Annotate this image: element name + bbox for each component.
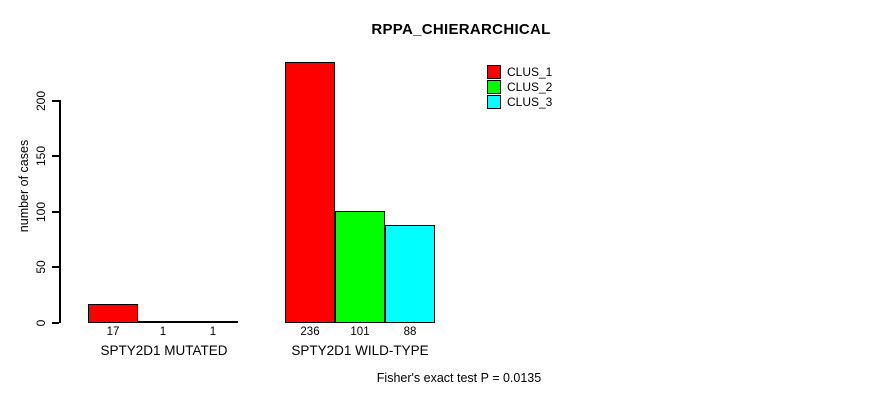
chart-title: RPPA_CHIERARCHICAL	[371, 21, 551, 38]
y-tick-mark	[52, 321, 59, 324]
fisher-test-note: Fisher's exact test P = 0.0135	[376, 371, 542, 385]
bar-clus_1-1	[88, 304, 138, 323]
legend: CLUS_1 CLUS_2 CLUS_3	[487, 64, 552, 109]
bar-clus_3-1	[188, 321, 238, 323]
legend-label: CLUS_3	[507, 94, 553, 109]
y-tick-mark	[52, 266, 59, 269]
bar-value-label: 101	[350, 326, 370, 338]
legend-swatch-clus_1	[487, 64, 501, 79]
bar-clus_3-2	[385, 225, 435, 323]
bar-clus_2-2	[335, 211, 385, 323]
y-tick-mark	[52, 155, 59, 158]
y-tick-label: 150	[34, 146, 48, 167]
bar-clus_1-2	[285, 62, 335, 323]
bar-value-label: 236	[300, 326, 320, 338]
legend-row: CLUS_1	[487, 64, 552, 79]
y-axis-line	[59, 100, 61, 323]
y-tick-label: 0	[34, 319, 48, 326]
legend-row: CLUS_3	[487, 94, 552, 109]
y-tick-label: 200	[34, 90, 48, 111]
legend-swatch-clus_2	[487, 79, 501, 94]
bar-value-label: 1	[159, 326, 167, 338]
legend-label: CLUS_2	[507, 79, 553, 94]
y-tick-label: 100	[34, 201, 48, 222]
bar-value-label: 1	[209, 326, 217, 338]
bar-value-label: 88	[403, 326, 417, 338]
x-category-label: SPTY2D1 MUTATED	[100, 343, 228, 358]
bar-value-label: 17	[106, 326, 120, 338]
y-tick-mark	[52, 99, 59, 102]
legend-label: CLUS_1	[507, 64, 553, 79]
legend-swatch-clus_3	[487, 94, 501, 109]
legend-row: CLUS_2	[487, 79, 552, 94]
x-category-label: SPTY2D1 WILD-TYPE	[291, 343, 429, 358]
y-axis-title: number of cases	[17, 139, 31, 233]
y-tick-mark	[52, 210, 59, 213]
y-tick-label: 50	[34, 260, 48, 274]
bar-clus_2-1	[138, 321, 188, 323]
